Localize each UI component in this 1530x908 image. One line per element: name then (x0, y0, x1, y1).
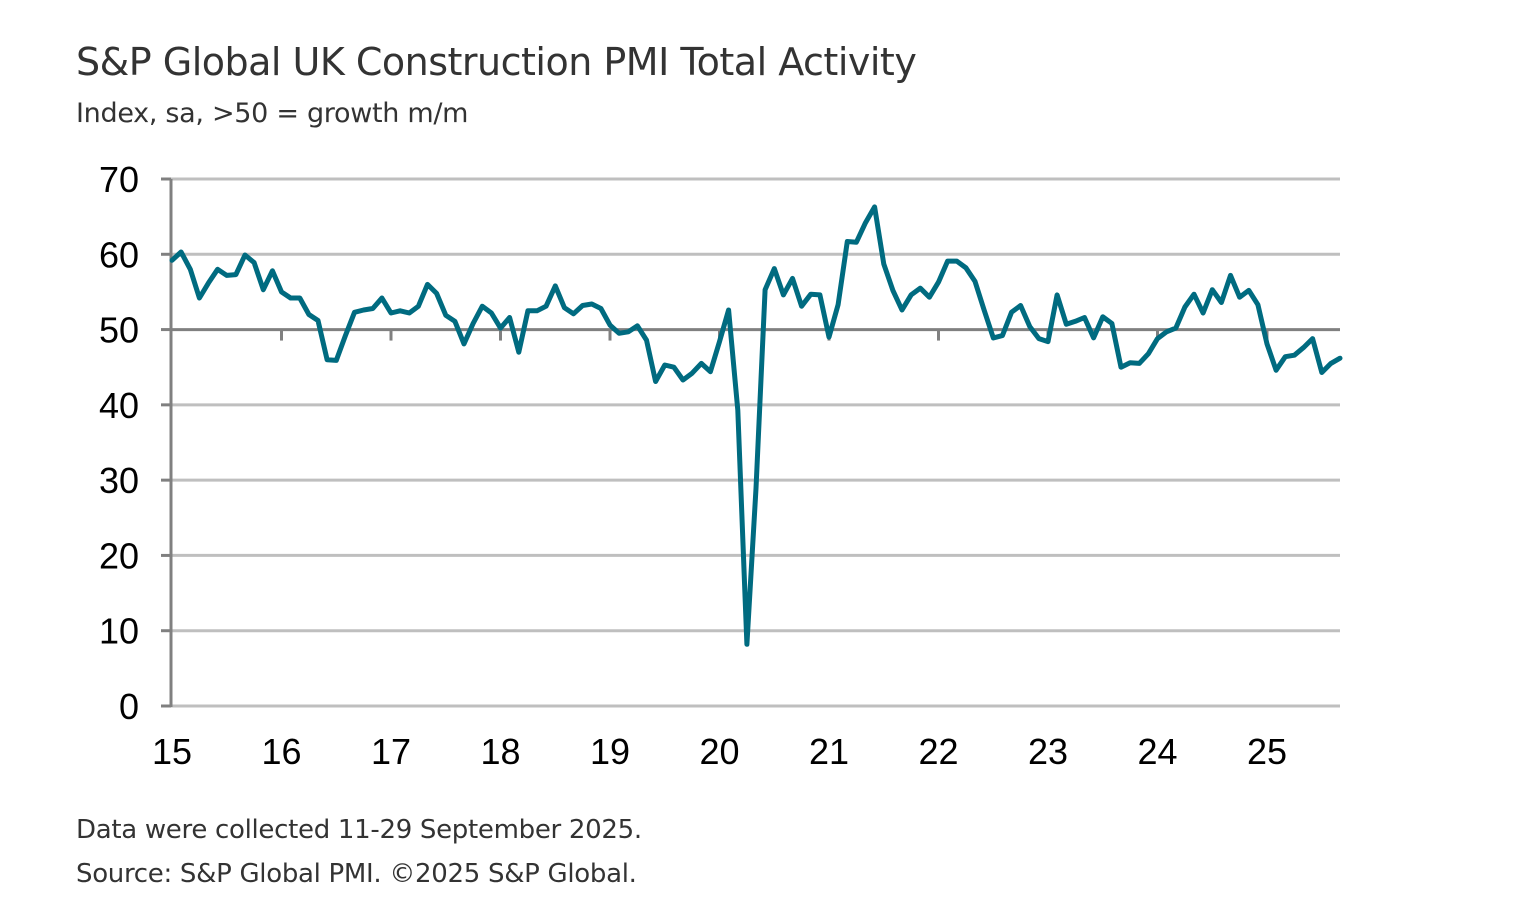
x-tick-label: 17 (371, 731, 411, 772)
x-tick-label: 23 (1028, 731, 1068, 772)
y-axis-labels: 0 10 20 30 40 50 60 70 (99, 159, 139, 727)
data-collection-note: Data were collected 11-29 September 2025… (76, 815, 642, 845)
y-tick-label: 40 (99, 385, 139, 426)
y-tick-label: 10 (99, 611, 139, 652)
y-tick-label: 20 (99, 535, 139, 576)
y-tick-label: 50 (99, 310, 139, 351)
y-tick-label: 60 (99, 234, 139, 275)
series-layer (169, 204, 1343, 647)
chart-title: S&P Global UK Construction PMI Total Act… (76, 40, 917, 84)
gridlines (171, 177, 1340, 633)
x-tick-label: 20 (699, 731, 739, 772)
x-tick-label: 24 (1137, 731, 1177, 772)
axes (161, 177, 1340, 708)
x-tick-label: 19 (590, 731, 630, 772)
x-tick-label: 25 (1247, 731, 1287, 772)
x-tick-label: 18 (480, 731, 520, 772)
y-tick-label: 0 (119, 686, 139, 727)
x-tick-label: 16 (261, 731, 301, 772)
y-tick-label: 70 (99, 159, 139, 200)
x-axis-labels: 15 16 17 18 19 20 21 22 23 24 25 (152, 731, 1287, 772)
x-tick-label: 15 (152, 731, 192, 772)
x-tick-label: 22 (918, 731, 958, 772)
x-tick-label: 21 (809, 731, 849, 772)
series-line (169, 204, 1343, 647)
source-note: Source: S&P Global PMI. ©2025 S&P Global… (76, 859, 637, 889)
y-tick-label: 30 (99, 460, 139, 501)
chart-subtitle: Index, sa, >50 = growth m/m (76, 98, 469, 129)
